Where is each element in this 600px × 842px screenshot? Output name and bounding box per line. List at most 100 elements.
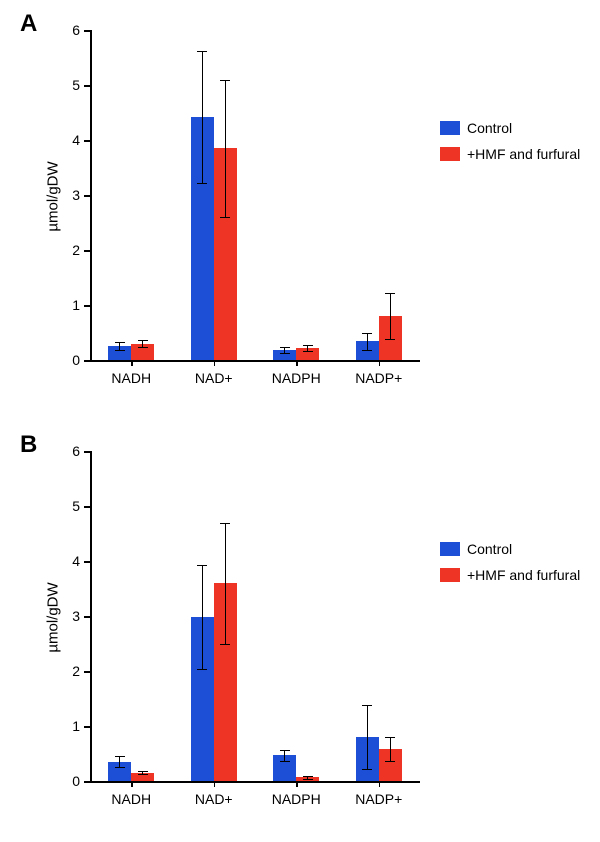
error-bar	[202, 565, 203, 670]
y-axis-label: µmol/gDW	[45, 582, 62, 652]
error-cap-top	[280, 347, 290, 348]
x-tick	[379, 360, 381, 366]
error-cap-top	[303, 776, 313, 777]
category-label: NADH	[92, 791, 170, 807]
error-cap-bottom	[362, 769, 372, 770]
error-cap-bottom	[280, 761, 290, 762]
legend-swatch	[440, 121, 460, 135]
error-cap-bottom	[303, 351, 313, 352]
legend: Control +HMF and furfural	[440, 541, 580, 593]
y-tick-label: 0	[50, 352, 80, 368]
category-label: NADP+	[340, 791, 418, 807]
error-bar	[119, 756, 120, 767]
error-cap-top	[115, 756, 125, 757]
y-tick-label: 1	[50, 297, 80, 313]
error-cap-bottom	[385, 761, 395, 762]
legend-label: +HMF and furfural	[467, 567, 580, 583]
y-tick	[84, 195, 90, 197]
y-tick	[84, 506, 90, 508]
legend-label: Control	[467, 120, 512, 136]
y-tick	[84, 726, 90, 728]
y-tick	[84, 616, 90, 618]
y-tick-label: 5	[50, 498, 80, 514]
y-axis-label: µmol/gDW	[45, 161, 62, 231]
x-tick	[296, 360, 298, 366]
legend-label: +HMF and furfural	[467, 146, 580, 162]
error-cap-bottom	[362, 350, 372, 351]
legend-item: +HMF and furfural	[440, 567, 580, 583]
category-label: NADP+	[340, 370, 418, 386]
error-cap-top	[115, 342, 125, 343]
error-cap-bottom	[303, 779, 313, 780]
legend-swatch	[440, 542, 460, 556]
error-cap-bottom	[220, 217, 230, 218]
error-bar	[225, 523, 226, 644]
y-tick	[84, 671, 90, 673]
x-tick	[131, 360, 133, 366]
y-tick	[84, 250, 90, 252]
error-bar	[367, 705, 368, 769]
panel-B: B0123456NADHNAD+NADPHNADP+µmol/gDWContro…	[0, 421, 600, 842]
legend-item: Control	[440, 120, 580, 136]
legend-swatch	[440, 568, 460, 582]
y-tick	[84, 781, 90, 783]
error-cap-bottom	[115, 350, 125, 351]
x-tick	[296, 781, 298, 787]
error-bar	[390, 737, 391, 761]
error-cap-bottom	[197, 183, 207, 184]
category-label: NAD+	[175, 791, 253, 807]
error-bar	[119, 342, 120, 350]
error-cap-top	[220, 80, 230, 81]
category-label: NADPH	[257, 370, 335, 386]
error-cap-top	[385, 293, 395, 294]
error-cap-bottom	[220, 644, 230, 645]
x-tick	[379, 781, 381, 787]
error-cap-top	[138, 340, 148, 341]
y-tick-label: 6	[50, 22, 80, 38]
panel-A: A0123456NADHNAD+NADPHNADP+µmol/gDWContro…	[0, 0, 600, 421]
y-tick	[84, 451, 90, 453]
y-axis	[90, 30, 92, 360]
y-tick-label: 4	[50, 553, 80, 569]
category-label: NADH	[92, 370, 170, 386]
y-tick-label: 1	[50, 718, 80, 734]
error-cap-top	[385, 737, 395, 738]
error-cap-bottom	[138, 774, 148, 775]
y-tick	[84, 140, 90, 142]
x-tick	[131, 781, 133, 787]
category-label: NAD+	[175, 370, 253, 386]
x-axis	[90, 360, 420, 362]
x-tick	[214, 360, 216, 366]
y-tick-label: 2	[50, 242, 80, 258]
error-bar	[284, 750, 285, 761]
error-cap-top	[303, 345, 313, 346]
y-tick-label: 0	[50, 773, 80, 789]
error-cap-bottom	[138, 347, 148, 348]
error-cap-bottom	[115, 767, 125, 768]
legend-item: +HMF and furfural	[440, 146, 580, 162]
error-cap-top	[197, 565, 207, 566]
category-label: NADPH	[257, 791, 335, 807]
y-tick	[84, 85, 90, 87]
panel-label-A: A	[20, 10, 37, 38]
legend-swatch	[440, 147, 460, 161]
y-tick-label: 4	[50, 132, 80, 148]
error-cap-bottom	[280, 353, 290, 354]
legend-item: Control	[440, 541, 580, 557]
error-cap-top	[362, 333, 372, 334]
error-bar	[202, 51, 203, 183]
error-cap-top	[362, 705, 372, 706]
error-cap-bottom	[385, 339, 395, 340]
error-cap-top	[280, 750, 290, 751]
error-bar	[367, 333, 368, 350]
y-tick-label: 2	[50, 663, 80, 679]
error-cap-top	[138, 771, 148, 772]
error-cap-top	[197, 51, 207, 52]
legend: Control +HMF and furfural	[440, 120, 580, 172]
y-tick	[84, 30, 90, 32]
y-tick	[84, 360, 90, 362]
legend-label: Control	[467, 541, 512, 557]
y-tick	[84, 561, 90, 563]
error-cap-bottom	[197, 669, 207, 670]
y-tick-label: 5	[50, 77, 80, 93]
